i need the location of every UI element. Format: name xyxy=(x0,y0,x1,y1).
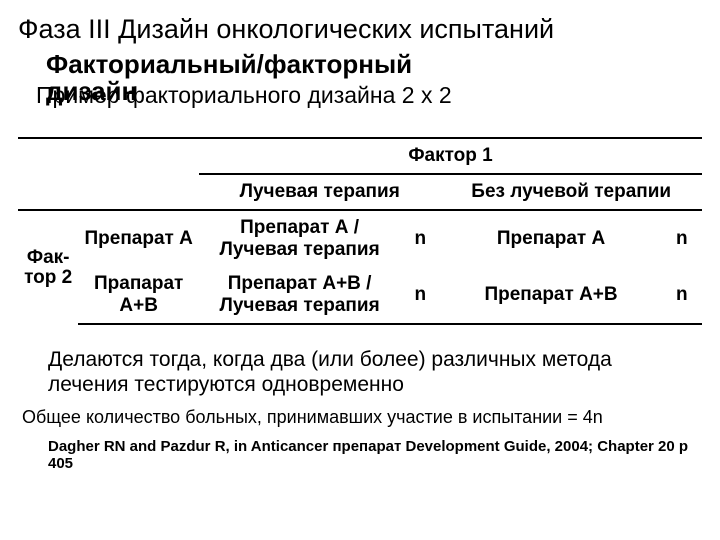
col-header-a: Лучевая терапия xyxy=(199,174,440,210)
cell: Препарат А+В xyxy=(440,267,661,324)
cell-n: n xyxy=(662,267,702,324)
cell-n: n xyxy=(400,210,440,267)
spacer xyxy=(18,174,78,210)
subtitle-block: Факториальный/факторный дизайн Пример фа… xyxy=(46,51,702,123)
cell: Препарат А / Лучевая терапия xyxy=(199,210,400,267)
row-header: Препарат А xyxy=(78,210,199,267)
spacer xyxy=(18,138,78,174)
footnote-total: Общее количество больных, принимавших уч… xyxy=(22,407,702,428)
row-header: Прапарат А+В xyxy=(78,267,199,324)
table-row: Прапарат А+В Препарат А+В / Лучевая тера… xyxy=(18,267,702,324)
factor2-label-2: тор 2 xyxy=(24,267,72,288)
table-row: Лучевая терапия Без лучевой терапии xyxy=(18,174,702,210)
page-title: Фаза III Дизайн онкологических испытаний xyxy=(18,14,702,45)
col-header-b: Без лучевой терапии xyxy=(440,174,702,210)
factor1-header: Фактор 1 xyxy=(199,138,702,174)
slide: Фаза III Дизайн онкологических испытаний… xyxy=(0,0,720,540)
spacer xyxy=(78,138,199,174)
cell-n: n xyxy=(662,210,702,267)
footnote-citation: Dagher RN and Pazdur R, in Anticancer пр… xyxy=(48,438,702,472)
table-row: Фактор 1 xyxy=(18,138,702,174)
spacer xyxy=(78,174,199,210)
cell-n: n xyxy=(400,267,440,324)
subtitle-overlap: Пример факториального дизайна 2 x 2 xyxy=(36,82,452,109)
cell: Препарат А xyxy=(440,210,661,267)
subtitle-line1: Факториальный/факторный xyxy=(46,49,412,79)
cell: Препарат А+В / Лучевая терапия xyxy=(199,267,400,324)
factor2-label: Фак- тор 2 xyxy=(18,210,78,324)
body-text: Делаются тогда, когда два (или более) ра… xyxy=(48,347,688,397)
factor2-label-1: Фак- xyxy=(27,247,70,268)
table-row: Фак- тор 2 Препарат А Препарат А / Лучев… xyxy=(18,210,702,267)
design-table: Фактор 1 Лучевая терапия Без лучевой тер… xyxy=(18,137,702,325)
